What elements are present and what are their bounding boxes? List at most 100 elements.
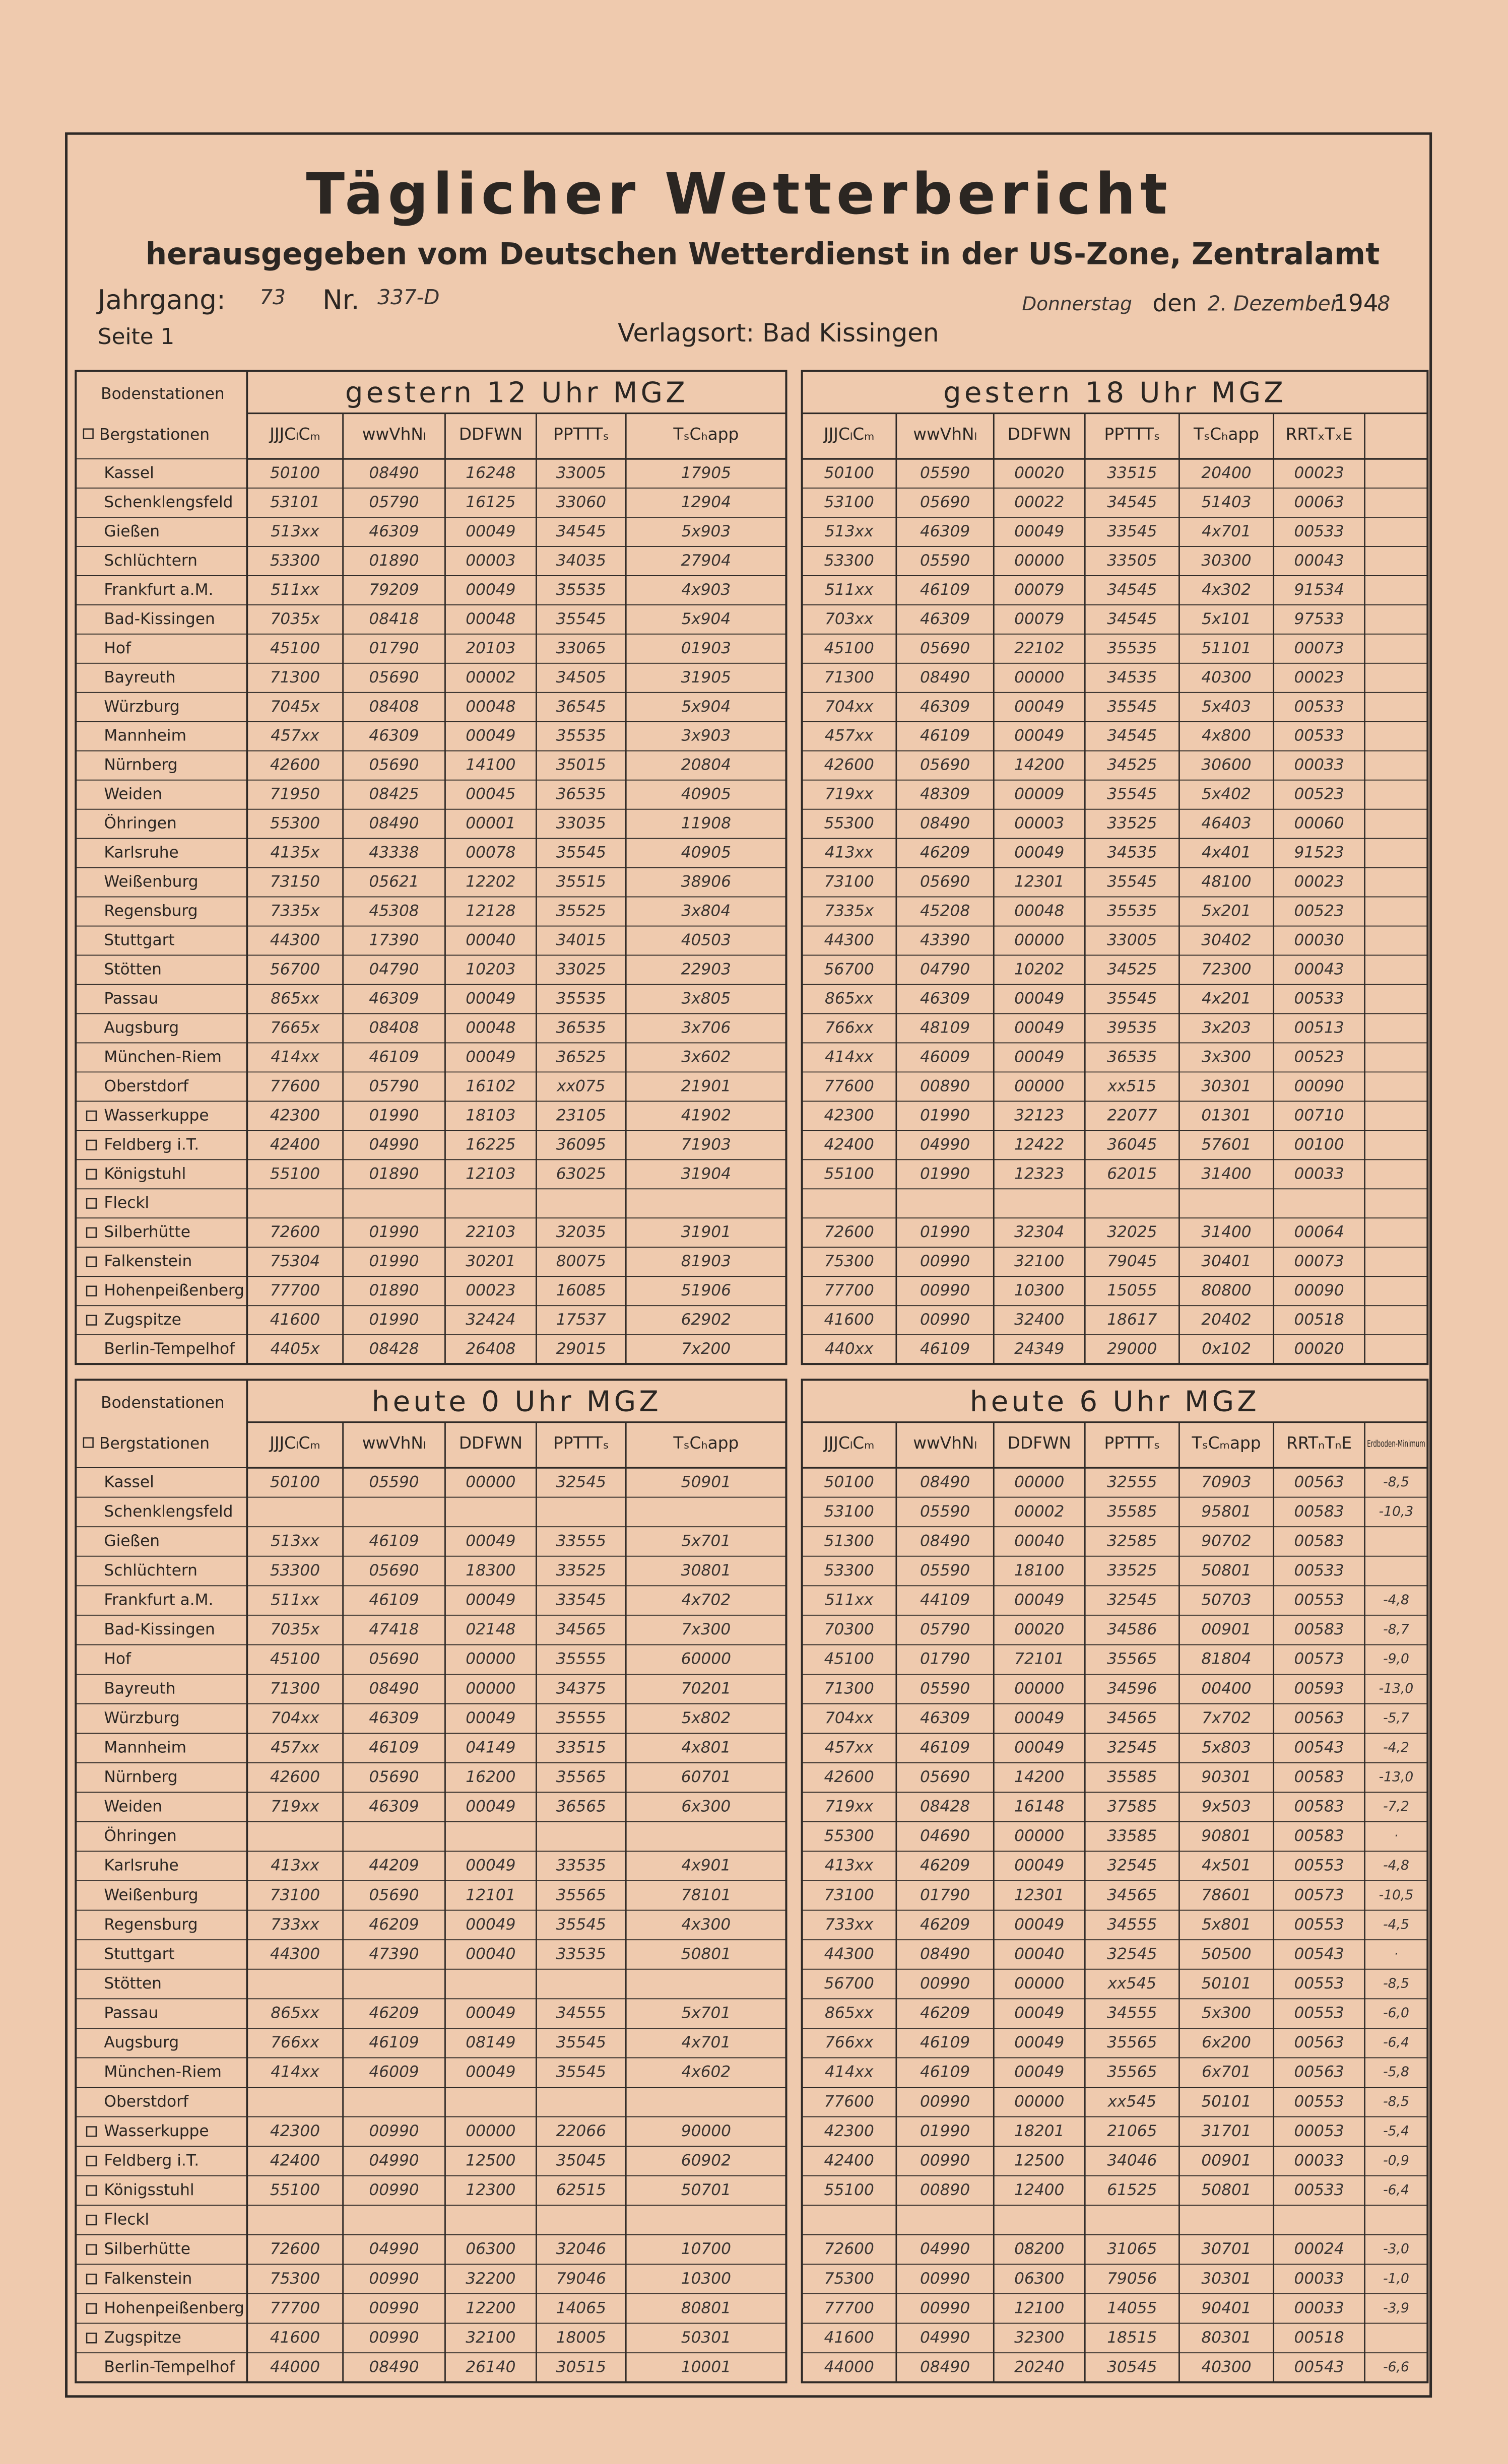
cell: 16225	[466, 1135, 515, 1153]
cell: 00049	[1014, 2033, 1064, 2051]
cell: 46209	[920, 2004, 970, 2022]
cell: 00040	[466, 931, 515, 949]
cell: 6x200	[1202, 2033, 1251, 2051]
cell: 00563	[1294, 2063, 1344, 2081]
cell: 3x300	[1202, 1048, 1251, 1066]
cell: 865xx	[271, 2004, 319, 2022]
cell: 00583	[1294, 1532, 1344, 1550]
cell: 60701	[681, 1768, 731, 1786]
cell: 43390	[920, 931, 970, 949]
station-header: Bergstationen	[99, 426, 210, 444]
cell: 50101	[1201, 2092, 1251, 2110]
cell: 00030	[1294, 931, 1344, 949]
cell: 865xx	[825, 989, 874, 1007]
cell: 04149	[466, 1738, 515, 1756]
cell: 00049	[466, 2063, 515, 2081]
cell: 34535	[1107, 668, 1157, 687]
cell: 00990	[920, 2299, 970, 2317]
cell: 34525	[1107, 756, 1157, 774]
cell: 80075	[556, 1252, 606, 1270]
mountain-box	[86, 2126, 97, 2137]
cell: 30301	[1201, 1077, 1251, 1095]
cell: 00049	[466, 1048, 515, 1066]
cell: 04790	[920, 960, 970, 978]
cell: 77700	[270, 1281, 320, 1299]
column-header: TₛCₕapp	[673, 425, 739, 444]
cell: 31901	[681, 1223, 731, 1241]
cell: 4x701	[681, 2033, 731, 2051]
weekday: Donnerstag	[1022, 293, 1132, 315]
cell: 95801	[1201, 1502, 1251, 1521]
cell: 08408	[369, 1018, 419, 1037]
cell: 35565	[1107, 2033, 1157, 2051]
station-name: Mannheim	[104, 727, 186, 745]
cell: 53300	[270, 1561, 320, 1580]
cell: 00022	[1014, 493, 1064, 511]
cell: 4405x	[271, 1340, 320, 1358]
cell: 06300	[466, 2240, 515, 2258]
cell: 53100	[824, 1502, 874, 1521]
cell: 46209	[920, 844, 970, 862]
cell: 12101	[466, 1886, 515, 1904]
cell: 23105	[556, 1106, 606, 1124]
cell: 05690	[920, 493, 970, 511]
cell: 39535	[1107, 1018, 1157, 1037]
cell: 00023	[466, 1281, 515, 1299]
cell: 6x701	[1202, 2063, 1251, 2081]
cell: 46109	[369, 1532, 419, 1550]
cell: 33555	[556, 1532, 606, 1550]
cell: 4x901	[681, 1857, 731, 1875]
cell: 51403	[1201, 493, 1251, 511]
cell: 00040	[1014, 1532, 1064, 1550]
cell: 72600	[824, 2240, 874, 2258]
cell: 00001	[466, 814, 515, 833]
column-header: JJJCₗCₘ	[269, 1433, 320, 1453]
cell: 34545	[1107, 610, 1157, 628]
cell: 12100	[1014, 2299, 1064, 2317]
cell: 46109	[920, 727, 970, 745]
cell: 08149	[466, 2033, 515, 2051]
cell: 00040	[1014, 1945, 1064, 1963]
cell: 30300	[1201, 552, 1251, 570]
cell: 61525	[1107, 2181, 1157, 2199]
cell: 16248	[466, 464, 515, 482]
cell: 00523	[1294, 902, 1344, 920]
cell: 00553	[1294, 1915, 1344, 1934]
station-name: Bayreuth	[104, 668, 175, 687]
cell: 34555	[556, 2004, 606, 2022]
cell: 04990	[369, 2151, 419, 2169]
cell: 01990	[369, 1106, 419, 1124]
cell: 733xx	[825, 1915, 874, 1934]
cell: 46309	[369, 989, 419, 1007]
cell: 4135x	[271, 844, 320, 862]
cell: 48109	[920, 1018, 970, 1037]
station-name: Augsburg	[104, 2033, 179, 2051]
cell: 33525	[556, 1561, 606, 1580]
cell: 33035	[556, 814, 606, 833]
cell: 00049	[466, 727, 515, 745]
cell: 32400	[1014, 1311, 1064, 1329]
cell: 00990	[920, 1974, 970, 1993]
cell: 32035	[556, 1223, 606, 1241]
cell: 00043	[1294, 552, 1344, 570]
cell: 00990	[920, 1311, 970, 1329]
cell: 05590	[920, 552, 970, 570]
cell: 45208	[920, 902, 970, 920]
cell: 34375	[556, 1679, 606, 1697]
cell: 34015	[556, 931, 606, 949]
cell: 4x201	[1202, 989, 1251, 1007]
cell: 00543	[1294, 1945, 1344, 1963]
cell: 00049	[466, 581, 515, 599]
cell: 35545	[556, 2063, 606, 2081]
cell: 4x801	[681, 1738, 731, 1756]
cell: 719xx	[825, 1798, 874, 1816]
cell: 32100	[1014, 1252, 1064, 1270]
station-name: Fleckl	[104, 2211, 149, 2229]
cell: 00000	[1014, 668, 1064, 687]
cell: 00000	[466, 1650, 515, 1668]
cell: 77600	[824, 2092, 874, 2110]
cell: 00073	[1294, 639, 1344, 657]
cell: 08490	[369, 464, 419, 482]
cell: 21901	[681, 1077, 731, 1095]
